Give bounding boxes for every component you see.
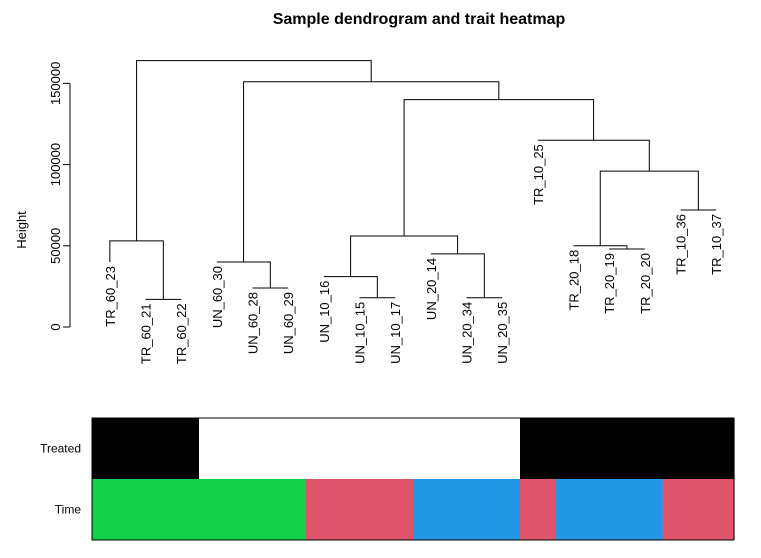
heatmap-cell [520, 418, 557, 479]
heatmap-cell [555, 479, 592, 540]
heatmap-cell [555, 418, 592, 479]
heatmap-cell [627, 479, 664, 540]
dendrogram-branch [430, 253, 485, 298]
leaf-label: UN_60_30 [210, 266, 225, 328]
y-tick-label: 0 [48, 323, 63, 330]
heatmap-cell [234, 418, 271, 479]
heatmap-cell [413, 418, 450, 479]
heatmap-cell [127, 479, 164, 540]
leaf-label: UN_60_29 [281, 292, 296, 354]
dendrogram-branch [350, 235, 459, 277]
leaf-label: TR_60_21 [139, 303, 154, 364]
heatmap-row-label: Treated [40, 442, 81, 456]
dendrogram-branch [403, 99, 595, 237]
y-tick-label: 150000 [48, 62, 63, 105]
heatmap-cell [662, 418, 699, 479]
leaf-label: UN_60_28 [246, 292, 261, 354]
heatmap-cell [448, 479, 485, 540]
heatmap-cell [163, 418, 200, 479]
leaf-label: TR_10_37 [709, 214, 724, 275]
y-axis-label: Height [14, 211, 29, 249]
heatmap-cell [520, 479, 557, 540]
heatmap-cell [698, 418, 735, 479]
heatmap-cell [199, 418, 236, 479]
leaf-label: UN_20_14 [424, 258, 439, 320]
y-axis: 0 50000 100000 150000 [48, 62, 71, 331]
dendrogram-branch [243, 81, 500, 263]
leaf-label: UN_10_16 [317, 281, 332, 343]
y-tick-label: 50000 [48, 228, 63, 264]
leaf-label: UN_10_15 [353, 302, 368, 364]
dendrogram-branch [109, 240, 164, 300]
heatmap-cell [698, 479, 735, 540]
heatmap-cell [341, 418, 378, 479]
dendrogram-branch [323, 276, 378, 298]
leaf-label: TR_60_22 [174, 303, 189, 364]
y-tick-label: 100000 [48, 143, 63, 186]
dendrogram-branch [537, 139, 650, 172]
heatmap-cell [92, 479, 129, 540]
heatmap-cell [199, 479, 236, 540]
heatmap-cell [127, 418, 164, 479]
trait-heatmap: Treated Time [40, 417, 735, 541]
heatmap-border [91, 417, 735, 541]
heatmap-cell [484, 479, 521, 540]
heatmap-cell [270, 418, 307, 479]
dendrogram-branch [216, 261, 271, 289]
heatmap-cell [627, 418, 664, 479]
leaf-label: TR_10_25 [531, 144, 546, 205]
leaf-labels: TR_60_23 TR_60_21 TR_60_22 UN_60_30 UN_60_28… [103, 144, 724, 364]
leaf-label: TR_10_36 [674, 214, 689, 275]
heatmap-cell [306, 479, 343, 540]
heatmap-row-label: Time [55, 503, 82, 517]
leaf-label: TR_60_23 [103, 266, 118, 327]
heatmap-cell [92, 418, 129, 479]
chart-title: Sample dendrogram and trait heatmap [273, 11, 566, 28]
heatmap-cell [234, 479, 271, 540]
heatmap-cell [163, 479, 200, 540]
heatmap-cell [484, 418, 521, 479]
heatmap-cell [591, 479, 628, 540]
dendrogram-branch [573, 245, 628, 250]
leaf-label: UN_20_34 [460, 302, 475, 364]
leaf-label: TR_20_18 [567, 250, 582, 311]
leaf-label: UN_10_17 [388, 302, 403, 364]
heatmap-cell [591, 418, 628, 479]
dendrogram-branch [136, 60, 372, 241]
dendrogram-branch [599, 170, 699, 246]
heatmap-cell [413, 479, 450, 540]
heatmap-cell [377, 418, 414, 479]
leaf-label: TR_20_19 [602, 253, 617, 314]
dendrogram [109, 60, 717, 300]
heatmap-cell [270, 479, 307, 540]
heatmap-cell [448, 418, 485, 479]
leaf-label: TR_20_20 [638, 253, 653, 314]
heatmap-cell [662, 479, 699, 540]
heatmap-cell [306, 418, 343, 479]
heatmap-cell [377, 479, 414, 540]
leaf-label: UN_20_35 [495, 302, 510, 364]
heatmap-cell [341, 479, 378, 540]
